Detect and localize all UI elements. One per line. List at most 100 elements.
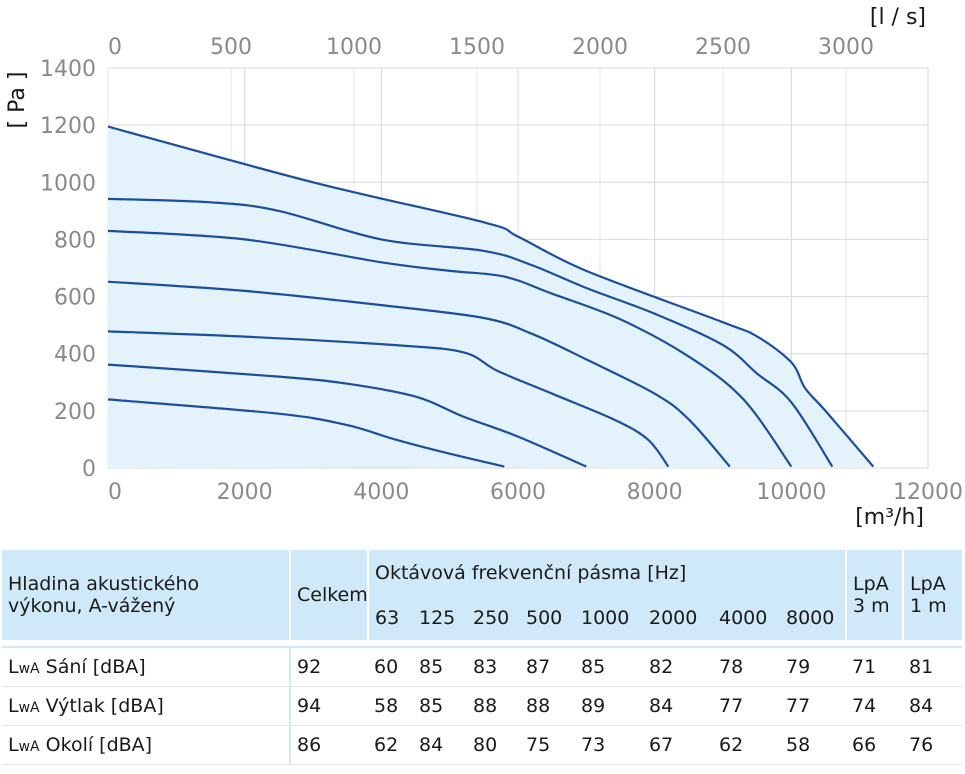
row-label-prefix: L: [8, 695, 19, 717]
header-celkem: Celkem: [289, 550, 368, 640]
x-tick-label: 2000: [217, 480, 273, 505]
table-cell: 58: [368, 686, 413, 726]
table-header-row: Hladina akustického výkonu, A-vážený Cel…: [2, 550, 963, 640]
x2-axis-unit: [l / s]: [870, 5, 926, 30]
band-1000: 1000: [575, 596, 643, 640]
x2-tick-label: 500: [210, 35, 252, 60]
table-cell: 79: [780, 647, 847, 687]
y-tick-label: 1000: [40, 171, 96, 196]
table-cell: 87: [520, 647, 575, 687]
table-row: LwA Okolí [dBA] 86 62 84 80 75 73 67 62 58 66 76: [2, 725, 963, 765]
x-tick-label: 8000: [627, 480, 683, 505]
table-cell: 88: [520, 686, 575, 726]
header-lpa3: LpA 3 m: [845, 550, 904, 640]
table-separator: [2, 640, 963, 648]
row-label-subscript: wA: [18, 700, 40, 716]
table-cell: 89: [575, 686, 643, 726]
table-row: LwA Sání [dBA] 92 60 85 83 87 85 82 78 79 71 81: [2, 647, 963, 687]
x2-tick-label: 2500: [695, 35, 751, 60]
header-label-line-1: Hladina akustického: [8, 573, 200, 595]
y-axis-unit: [ Pa ]: [5, 72, 30, 129]
table-cell: 80: [467, 725, 520, 765]
table-cell: 77: [780, 686, 847, 726]
table-cell: 74: [846, 686, 904, 726]
fan-curve-7: [107, 398, 505, 468]
x-tick-label: 6000: [490, 480, 546, 505]
row-label-prefix: L: [8, 734, 19, 756]
fan-performance-chart: 0 200 400 600 800 1000 1200 1400 0 2000 4000 6000 8…: [5, 5, 963, 530]
x2-tick-label: 1500: [449, 35, 505, 60]
header-lpa1: LpA 1 m: [902, 550, 963, 640]
x-tick-label: 0: [108, 480, 122, 505]
fan-curve-1: [107, 125, 875, 468]
table-band-row: 63 125 250 500 1000 2000 4000 8000: [2, 596, 962, 640]
row-label-prefix: L: [8, 656, 19, 678]
fan-curve-3: [107, 229, 793, 468]
x2-tick-label: 0: [108, 35, 122, 60]
x-tick-label: 12000: [893, 480, 963, 505]
y-tick-label: 600: [54, 286, 96, 311]
header-bands-title: Oktávová frekvenční pásma [Hz]: [366, 550, 847, 596]
row-label-text: Výtlak [dBA]: [39, 695, 164, 717]
x2-tick-label: 2000: [572, 35, 628, 60]
table-cell: 92: [290, 647, 368, 687]
y-tick-labels: 0 200 400 600 800 1000 1200 1400: [40, 57, 96, 482]
y-tick-label: 400: [54, 343, 96, 368]
table-cell: 76: [903, 725, 963, 765]
y-tick-label: 0: [82, 457, 96, 482]
x2-tick-label: 3000: [818, 35, 874, 60]
table-cell: 71: [846, 647, 904, 687]
header-lpa1-line-1: LpA: [910, 573, 946, 595]
table-cell: 77: [713, 686, 780, 726]
table-cell: 58: [780, 725, 847, 765]
fan-curves: [107, 125, 875, 468]
band-500: 500: [520, 596, 575, 640]
fan-curve-4: [107, 280, 731, 468]
table-row: LwA Výtlak [dBA] 94 58 85 88 88 89 84 77 77 74 84: [2, 686, 963, 726]
table-cell: 67: [643, 725, 713, 765]
table-cell: 88: [467, 686, 520, 726]
header-label-line-2: výkonu, A-vážený: [8, 595, 176, 617]
row-label: LwA Sání [dBA]: [2, 647, 291, 687]
table-cell: 85: [413, 647, 467, 687]
table-cell: 60: [368, 647, 413, 687]
row-label-text: Sání [dBA]: [39, 656, 146, 678]
table-cell: 73: [575, 725, 643, 765]
header-lpa3-line-2: 3 m: [853, 595, 890, 617]
row-label-subscript: wA: [18, 661, 40, 677]
table-cell: 84: [643, 686, 713, 726]
table-cell: 78: [713, 647, 780, 687]
band-125: 125: [413, 596, 467, 640]
header-label: Hladina akustického výkonu, A-vážený: [2, 550, 290, 640]
table-cell: 62: [713, 725, 780, 765]
table-cell: 94: [290, 686, 368, 726]
table-cell: 62: [368, 725, 413, 765]
table-cell: 81: [903, 647, 963, 687]
fan-curve-6: [107, 363, 587, 468]
band-63: 63: [367, 596, 413, 640]
band-8000: 8000: [780, 596, 847, 640]
y-tick-label: 200: [54, 400, 96, 425]
x-tick-label: 4000: [353, 480, 409, 505]
header-lpa3-line-1: LpA: [853, 573, 889, 595]
table-cell: 86: [290, 725, 368, 765]
x2-tick-labels: 0 500 1000 1500 2000 2500 3000: [108, 35, 874, 60]
x-axis-unit: [m³/h]: [855, 505, 924, 530]
fan-curve-5: [107, 330, 670, 468]
table-cell: 84: [903, 686, 963, 726]
table-cell: 85: [575, 647, 643, 687]
band-4000: 4000: [713, 596, 780, 640]
x-tick-label: 10000: [756, 480, 826, 505]
band-250: 250: [467, 596, 520, 640]
header-lpa1-line-2: 1 m: [910, 595, 947, 617]
row-label-text: Okolí [dBA]: [39, 734, 153, 756]
table-cell: 75: [520, 725, 575, 765]
band-2000: 2000: [643, 596, 713, 640]
x2-tick-label: 1000: [326, 35, 382, 60]
row-label: LwA Výtlak [dBA]: [2, 686, 291, 726]
x-tick-labels: 0 2000 4000 6000 8000 10000 12000: [108, 480, 963, 505]
y-tick-label: 1200: [40, 114, 96, 139]
operating-area: [108, 126, 874, 468]
table-cell: 83: [467, 647, 520, 687]
table-cell: 84: [413, 725, 467, 765]
